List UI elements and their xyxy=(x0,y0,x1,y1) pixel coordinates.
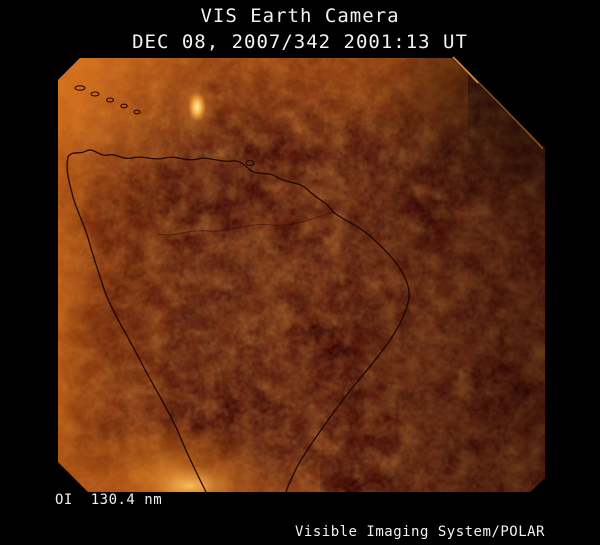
top-right-limb-shadow xyxy=(370,58,545,233)
wavelength-label: OI 130.4 nm xyxy=(55,492,163,508)
credits: Visible Imaging System/POLAR The Univers… xyxy=(259,492,545,545)
caribbean-islands xyxy=(74,85,255,167)
bottom-left-glow-core xyxy=(145,466,235,492)
page-title: VIS Earth Camera xyxy=(200,5,400,27)
amazon-river-line xyxy=(157,211,334,236)
instrument-label: Visible Imaging System/POLAR xyxy=(294,524,545,540)
limb-line-bright xyxy=(452,56,479,84)
bright-spot xyxy=(188,92,206,122)
coastline-overlay xyxy=(66,149,410,492)
timestamp: DEC 08, 2007/342 2001:13 UT xyxy=(132,31,468,53)
